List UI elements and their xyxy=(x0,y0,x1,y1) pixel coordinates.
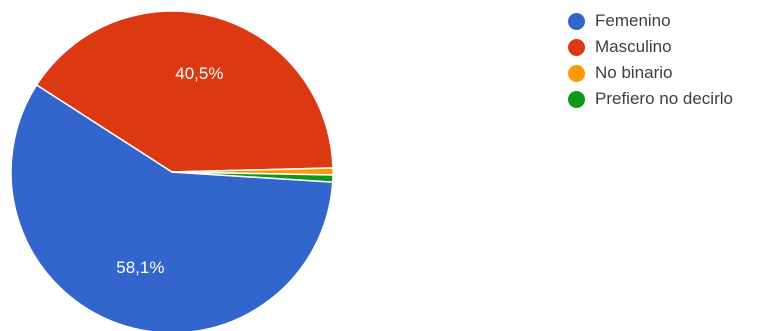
legend-item-masculino[interactable]: Masculino xyxy=(568,34,733,60)
legend-item-prefiero-no-decirlo[interactable]: Prefiero no decirlo xyxy=(568,86,733,112)
pie-slice-femenino[interactable] xyxy=(10,83,334,331)
pie-slice-masculino[interactable] xyxy=(35,10,334,173)
legend-swatch-prefiero-no-decirlo xyxy=(568,90,585,108)
pie-slice-prefiero-no-decirlo[interactable] xyxy=(171,171,334,183)
legend-label-no-binario: No binario xyxy=(595,63,673,82)
legend-label-prefiero-no-decirlo: Prefiero no decirlo xyxy=(595,89,733,108)
slice-label-femenino: 58,1% xyxy=(116,258,164,277)
legend-swatch-femenino xyxy=(568,12,585,30)
legend-item-no-binario[interactable]: No binario xyxy=(568,60,733,86)
slice-label-masculino: 40,5% xyxy=(175,64,223,83)
pie-slice-labels: 58,1% 40,5% xyxy=(116,64,223,277)
legend-label-femenino: Femenino xyxy=(595,11,671,30)
legend-swatch-no-binario xyxy=(568,64,585,82)
pie-slices xyxy=(10,10,334,331)
legend-item-femenino[interactable]: Femenino xyxy=(568,8,733,34)
legend-label-masculino: Masculino xyxy=(595,37,672,56)
chart-legend: Femenino Masculino No binario Prefiero n… xyxy=(568,8,733,112)
legend-swatch-masculino xyxy=(568,38,585,56)
